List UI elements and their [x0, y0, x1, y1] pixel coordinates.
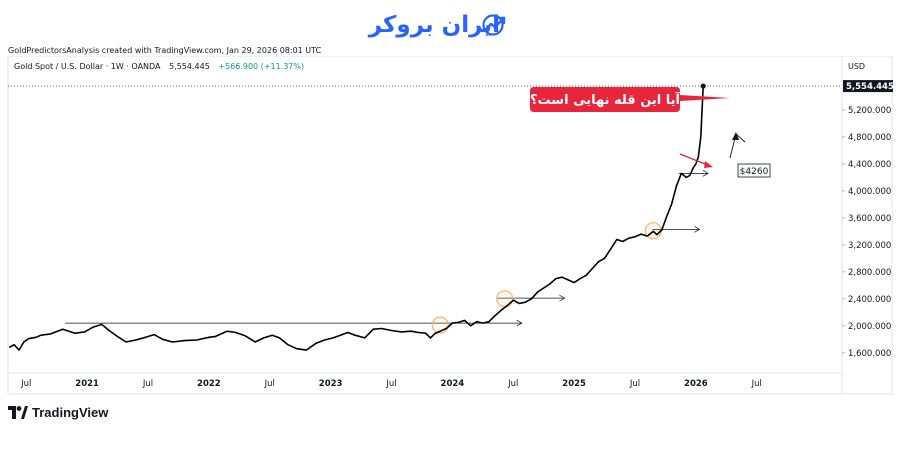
x-tick-label: 2026: [684, 379, 708, 389]
last-price-value: 5,554.445: [169, 62, 210, 71]
x-tick-label: 2024: [441, 379, 465, 389]
y-tick-label: 2,400.000: [848, 295, 891, 305]
x-tick-label: Jul: [264, 379, 275, 389]
price-line: [8, 86, 704, 351]
x-tick-label: 2023: [319, 379, 343, 389]
breakout-circle: [496, 290, 514, 308]
callout-text: آیا این قله نهایی است؟: [530, 91, 681, 108]
chart-title: Gold Spot / U.S. Dollar · 1W · OANDA: [14, 62, 161, 71]
currency-label: USD: [848, 62, 865, 71]
question-callout: آیا این قله نهایی است؟: [530, 87, 730, 112]
y-tick-label: 3,200.000: [848, 241, 891, 251]
y-tick-label: 2,800.000: [848, 268, 891, 278]
x-tick-label: Jul: [629, 379, 640, 389]
support-line-arrowhead: [702, 170, 709, 177]
support-line-arrowhead: [516, 319, 523, 327]
tradingview-logo-icon: [8, 406, 28, 419]
y-tick-label: 5,200.000: [848, 106, 891, 116]
price-change: +566.900 (+11.37%): [218, 62, 304, 71]
brand-logo: ایران بروکر: [0, 8, 900, 42]
price-chart[interactable]: Gold Spot / U.S. Dollar · 1W · OANDA 5,5…: [0, 56, 900, 396]
projection-arrow: [729, 132, 746, 159]
last-price-dot: [700, 83, 706, 89]
trend-up-icon: [482, 14, 506, 36]
brand-name: ایران بروکر: [368, 12, 500, 38]
y-tick-label: 3,600.000: [848, 214, 891, 224]
x-tick-label: Jul: [751, 379, 762, 389]
x-tick-label: Jul: [507, 379, 518, 389]
y-tick-label: 1,600.000: [848, 349, 891, 359]
level-4260-label: $4260: [737, 163, 771, 178]
chart-legend: Gold Spot / U.S. Dollar · 1W · OANDA 5,5…: [14, 62, 304, 71]
y-tick-label: 2,000.000: [848, 322, 891, 332]
tradingview-logo-text: TradingView: [32, 405, 109, 420]
last-price-badge: [843, 80, 893, 93]
chart-attribution: GoldPredictorsAnalysis created with Trad…: [8, 46, 322, 55]
y-tick-label: 4,400.000: [848, 160, 891, 170]
x-tick-label: 2021: [75, 379, 99, 389]
x-tick-label: Jul: [385, 379, 396, 389]
x-tick-label: Jul: [20, 379, 31, 389]
x-tick-label: 2025: [562, 379, 586, 389]
last-price-badge-label: 5,554.445: [846, 82, 894, 92]
chart-frame: [7, 56, 893, 395]
x-tick-label: Jul: [142, 379, 153, 389]
y-tick-label: 4,000.000: [848, 187, 891, 197]
support-line-arrowhead: [559, 294, 566, 302]
callout-bubble: [530, 87, 730, 112]
level-4260-text: $4260: [740, 167, 769, 177]
x-tick-label: 2022: [197, 379, 221, 389]
red-pointer-arrow: [679, 153, 713, 168]
support-line-arrowhead: [694, 226, 701, 233]
y-tick-label: 4,800.000: [848, 133, 891, 143]
